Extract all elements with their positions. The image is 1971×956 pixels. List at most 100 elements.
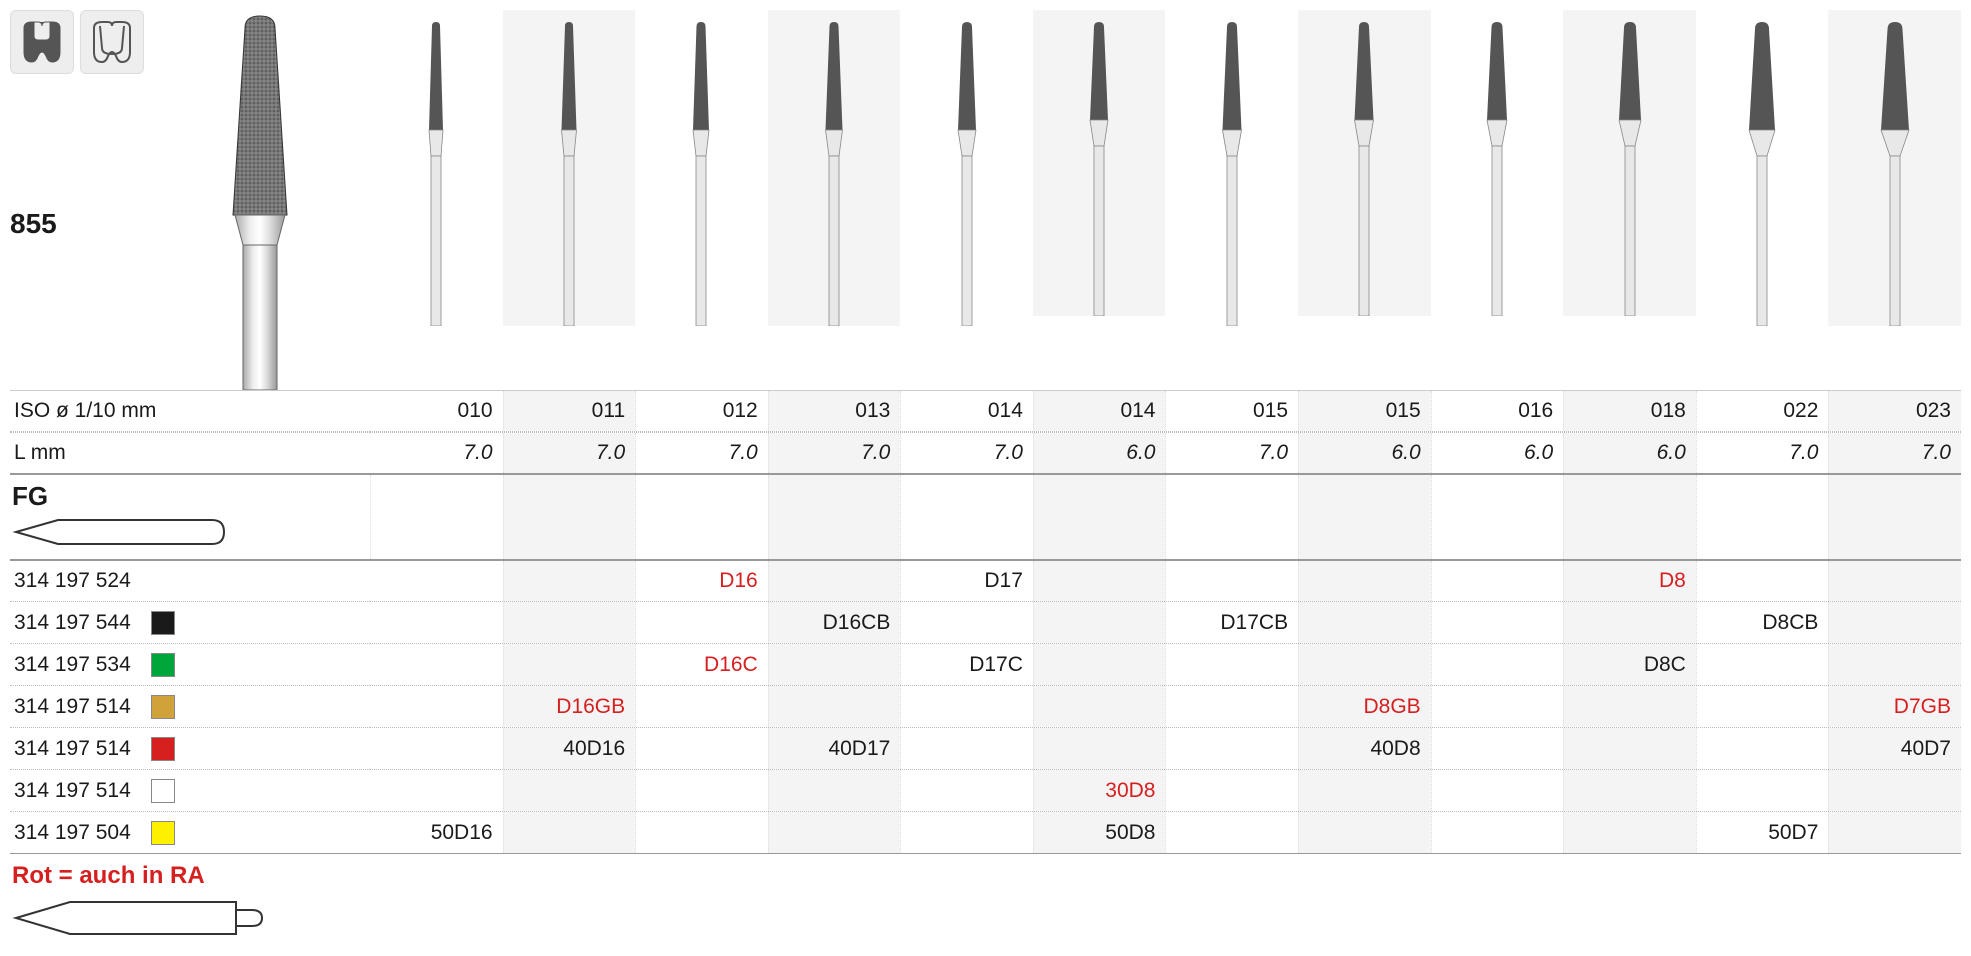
product-cell: [1563, 602, 1696, 643]
product-code-label: 314 197 534: [10, 644, 370, 686]
product-cell: [1431, 602, 1564, 643]
cell: 7.0: [370, 433, 503, 473]
product-cell: [635, 686, 768, 727]
product-cell: 50D7: [1696, 812, 1829, 853]
product-row: D16CD17CD8C: [370, 644, 1961, 686]
silhouette: [1563, 10, 1696, 316]
cell: 6.0: [1033, 433, 1166, 473]
cell: 7.0: [635, 433, 768, 473]
cell: 7.0: [768, 433, 901, 473]
product-cell: [1828, 770, 1961, 811]
product-code-label: 314 197 524: [10, 560, 370, 602]
product-cell: [1165, 812, 1298, 853]
product-cell: [370, 644, 503, 685]
product-cell: [768, 686, 901, 727]
product-cell: [1563, 812, 1696, 853]
cell: 7.0: [1828, 433, 1961, 473]
silhouette: [635, 10, 768, 326]
product-cell: [1033, 728, 1166, 769]
main-bur-image: [205, 10, 315, 396]
silhouette: [503, 10, 636, 326]
cell: [1431, 475, 1564, 559]
product-cell: [1431, 728, 1564, 769]
product-cell: D16CB: [768, 602, 901, 643]
product-cell: [900, 728, 1033, 769]
silhouette-row: [370, 10, 1961, 390]
product-cell: [1165, 770, 1298, 811]
product-code: 314 197 504: [14, 821, 131, 845]
grit-swatch: [151, 821, 175, 845]
product-cell: D17CB: [1165, 602, 1298, 643]
cell: 6.0: [1298, 433, 1431, 473]
product-cell: [1696, 770, 1829, 811]
product-cell: [900, 602, 1033, 643]
product-cell: [370, 728, 503, 769]
product-code: 314 197 524: [14, 569, 131, 593]
product-cell: 40D7: [1828, 728, 1961, 769]
product-cell: 50D16: [370, 812, 503, 853]
product-cell: [1033, 602, 1166, 643]
cell: 014: [900, 391, 1033, 431]
product-code: 314 197 544: [14, 611, 131, 635]
product-cell: [1696, 728, 1829, 769]
cell: 010: [370, 391, 503, 431]
product-row: D16CB D17CB D8CB: [370, 602, 1961, 644]
cell: 023: [1828, 391, 1961, 431]
product-cell: [635, 770, 768, 811]
product-cell: 40D8: [1298, 728, 1431, 769]
product-cell: [900, 686, 1033, 727]
product-cell: [1431, 686, 1564, 727]
cell: 015: [1165, 391, 1298, 431]
cell: 014: [1033, 391, 1166, 431]
product-cell: D17: [900, 561, 1033, 601]
product-cell: [503, 770, 636, 811]
product-code-label: 314 197 514: [10, 728, 370, 770]
product-cell: D16C: [635, 644, 768, 685]
product-row: D16D17D8: [370, 560, 1961, 602]
product-code-label: 314 197 514: [10, 770, 370, 812]
cell: 011: [503, 391, 636, 431]
product-cell: D17C: [900, 644, 1033, 685]
cavity-prep-icon: [10, 10, 74, 74]
product-cell: [768, 770, 901, 811]
cell: 6.0: [1563, 433, 1696, 473]
cell: 013: [768, 391, 901, 431]
cell: 7.0: [503, 433, 636, 473]
cell: [635, 475, 768, 559]
product-row: D16GBD8GBD7GB: [370, 686, 1961, 728]
product-cell: [1298, 561, 1431, 601]
product-cell: [1298, 602, 1431, 643]
product-cell: [1431, 770, 1564, 811]
grit-swatch: [151, 611, 175, 635]
cell: [1828, 475, 1961, 559]
product-cell: [1165, 686, 1298, 727]
product-cell: [503, 812, 636, 853]
grit-swatch: [151, 779, 175, 803]
product-cell: [503, 644, 636, 685]
product-code: 314 197 514: [14, 737, 131, 761]
product-cell: [1563, 770, 1696, 811]
silhouette: [900, 10, 1033, 326]
product-cell: [768, 812, 901, 853]
silhouette: [1298, 10, 1431, 316]
product-code: 314 197 514: [14, 695, 131, 719]
product-cell: D8: [1563, 561, 1696, 601]
product-cell: 40D16: [503, 728, 636, 769]
product-cell: [1033, 561, 1166, 601]
fg-block: FG: [10, 474, 370, 560]
product-cell: [370, 561, 503, 601]
cell: [900, 475, 1033, 559]
product-cell: [900, 770, 1033, 811]
silhouette: [1033, 10, 1166, 316]
product-cell: [768, 561, 901, 601]
cell: [1563, 475, 1696, 559]
length-row: 7.07.07.07.07.06.07.06.06.06.07.07.0: [370, 432, 1961, 474]
product-cell: 30D8: [1033, 770, 1166, 811]
footer-note: Rot = auch in RA: [12, 862, 1961, 890]
cell: 015: [1298, 391, 1431, 431]
product-cell: [370, 686, 503, 727]
grit-swatch: [151, 653, 175, 677]
cell: 016: [1431, 391, 1564, 431]
product-cell: D8CB: [1696, 602, 1829, 643]
product-cell: [1298, 812, 1431, 853]
